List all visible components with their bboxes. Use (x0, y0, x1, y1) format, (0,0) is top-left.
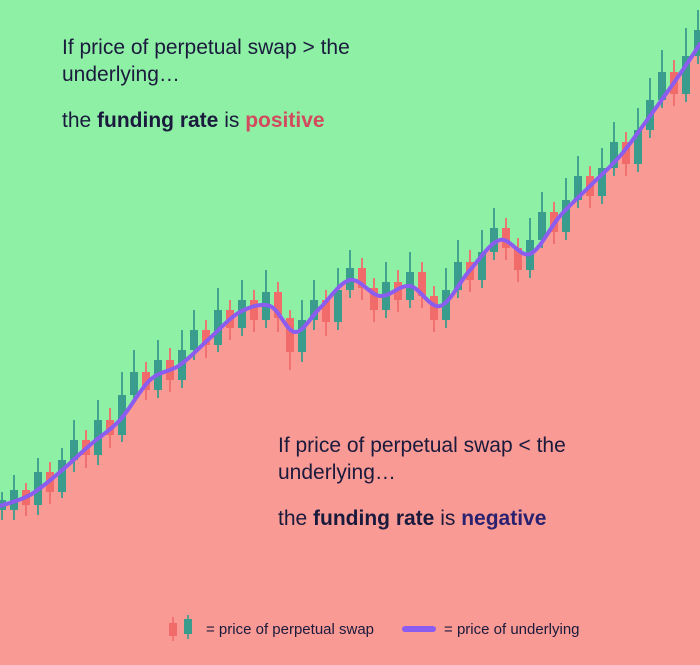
legend-label-perp: = price of perpetual swap (206, 621, 374, 638)
legend-item-perpetual-swap: = price of perpetual swap (164, 614, 374, 644)
legend-item-underlying: = price of underlying (402, 621, 580, 638)
line-swatch-icon (402, 626, 436, 632)
candlestick-icon (164, 614, 198, 644)
annotation-negative-line1: If price of perpetual swap < the underly… (278, 432, 658, 487)
legend: = price of perpetual swap = price of und… (164, 614, 580, 644)
annotation-negative: If price of perpetual swap < the underly… (278, 432, 658, 532)
annotation-positive-line1: If price of perpetual swap > the underly… (62, 34, 442, 89)
annotation-negative-line2: the funding rate is negative (278, 505, 658, 532)
annotation-positive-line2: the funding rate is positive (62, 107, 442, 134)
legend-label-underlying: = price of underlying (444, 621, 580, 638)
infographic-root: If price of perpetual swap > the underly… (0, 0, 700, 665)
annotation-positive: If price of perpetual swap > the underly… (62, 34, 442, 134)
